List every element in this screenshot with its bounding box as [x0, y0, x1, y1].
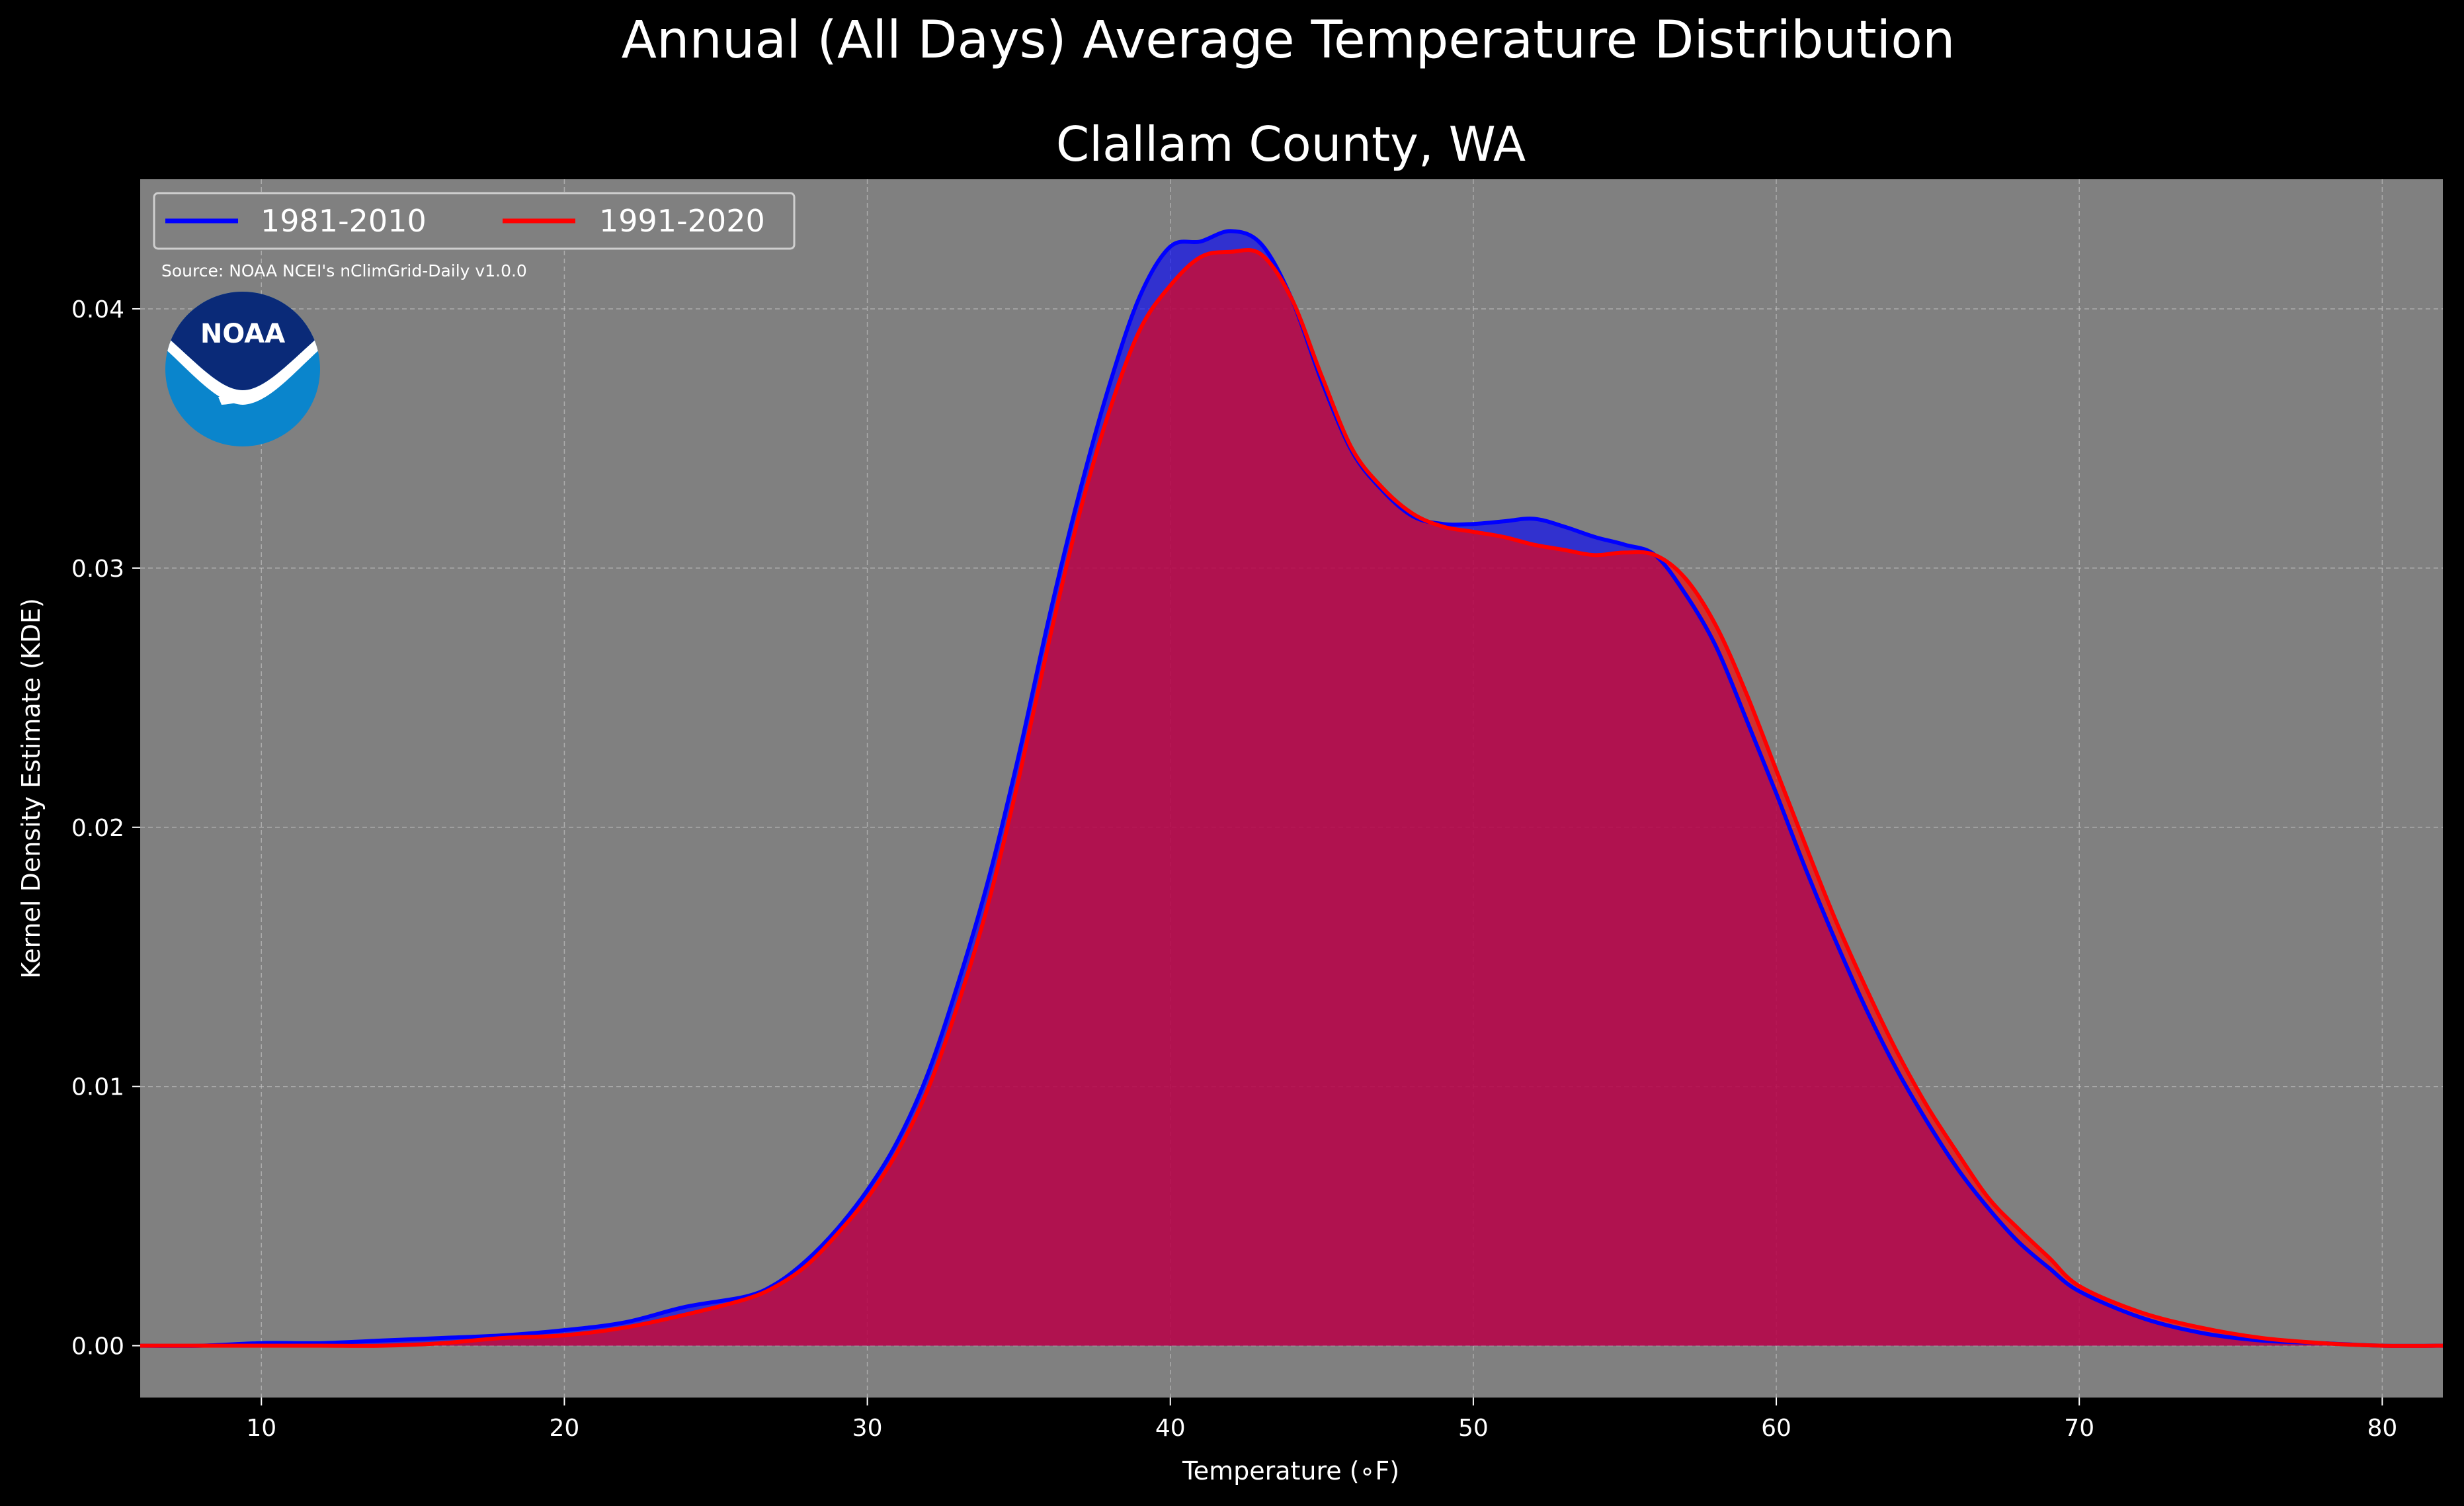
source-note: Source: NOAA NCEI's nClimGrid-Daily v1.0…: [161, 261, 527, 280]
x-tick-label: 40: [1155, 1415, 1186, 1442]
legend-label-1991-2020: 1991-2020: [599, 203, 765, 239]
chart-subtitle: Clallam County, WA: [1056, 116, 1526, 172]
legend: 1981-2010 1991-2020: [153, 192, 796, 250]
x-tick-label: 10: [246, 1415, 276, 1442]
axes: 10 20 30 40 50 60 70 80 0.00 0.01 0.02 0.03 0.04: [71, 296, 2397, 1442]
x-tick-label: 80: [2367, 1415, 2397, 1442]
x-axis-label: Temperature (∘F): [1182, 1456, 1399, 1485]
y-tick-label: 0.04: [71, 296, 124, 323]
chart-title: Annual (All Days) Average Temperature Di…: [622, 11, 1955, 70]
x-tick-label: 20: [550, 1415, 580, 1442]
series-area-1991-2020: [140, 249, 2443, 1346]
series-group: [140, 229, 2443, 1348]
y-tick-label: 0.02: [71, 815, 124, 842]
x-tick-label: 60: [1761, 1415, 1791, 1442]
legend-label-1981-2010: 1981-2010: [261, 203, 427, 239]
y-axis-label: Kernel Density Estimate (KDE): [17, 598, 46, 979]
series-line-1991-2020: [140, 248, 2443, 1348]
noaa-logo-wordmark: NOAA: [200, 319, 285, 349]
x-tick-label: 30: [852, 1415, 883, 1442]
y-tick-label: 0.03: [71, 556, 124, 583]
x-tick-label: 50: [1458, 1415, 1489, 1442]
y-tick-label: 0.00: [71, 1333, 124, 1360]
legend-frame: [153, 192, 796, 250]
y-tick-label: 0.01: [71, 1074, 124, 1101]
x-tick-label: 70: [2064, 1415, 2094, 1442]
